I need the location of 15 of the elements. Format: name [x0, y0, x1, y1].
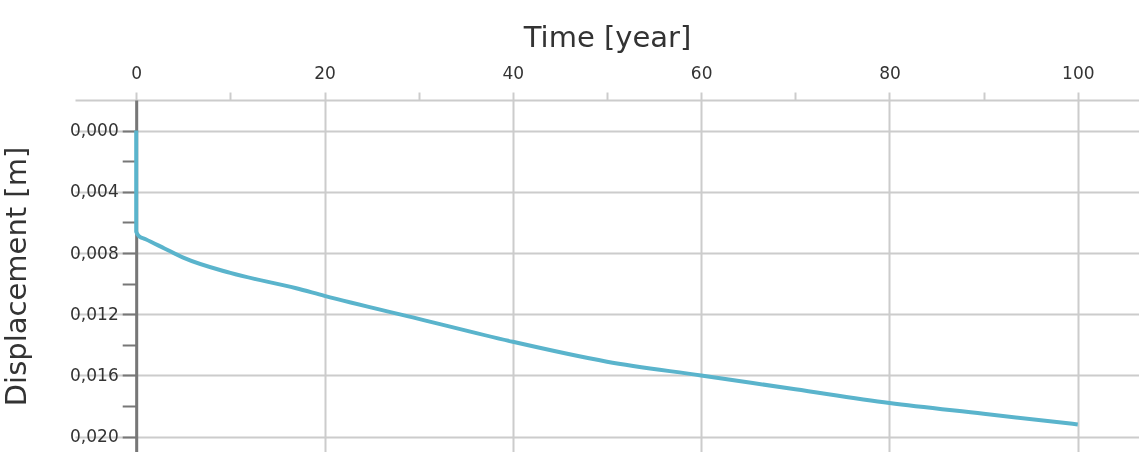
y-tick-label: 0,008	[70, 242, 119, 263]
x-tick-label: 0	[131, 62, 143, 83]
y-tick-label: 0,012	[70, 303, 119, 324]
y-tick-label: 0,000	[70, 120, 119, 141]
x-tick-label: 60	[690, 62, 713, 83]
x-tick-label: 80	[879, 62, 901, 83]
x-tick-label: 40	[502, 62, 525, 83]
x-tick-label: 20	[314, 62, 336, 83]
line-series	[134, 128, 1080, 427]
y-axis-title: Displacement [m]	[0, 146, 33, 407]
x-tick-label: 100	[1062, 62, 1095, 83]
x-axis-title: Time [year]	[522, 19, 692, 54]
y-tick-label: 0,016	[70, 364, 119, 385]
y-tick-label: 0,020	[70, 426, 119, 447]
y-tick-label: 0,004	[70, 181, 119, 202]
